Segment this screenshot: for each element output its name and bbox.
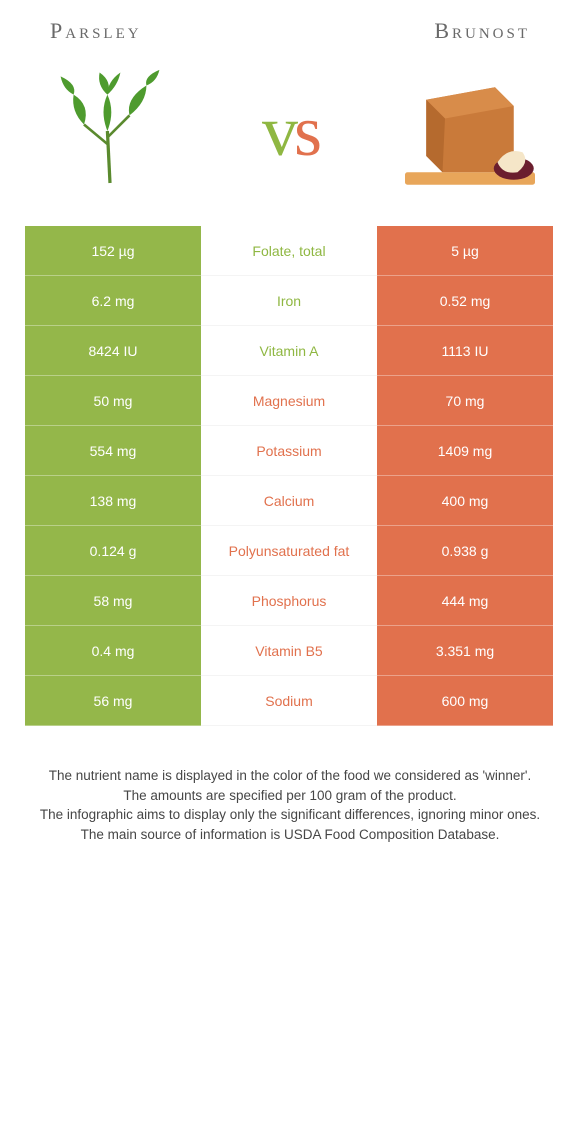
table-row: 56 mgSodium600 mg <box>25 676 555 726</box>
nutrient-label: Polyunsaturated fat <box>201 526 377 576</box>
nutrient-label: Sodium <box>201 676 377 726</box>
nutrient-label: Phosphorus <box>201 576 377 626</box>
images-row: vs <box>0 44 580 226</box>
right-value: 70 mg <box>377 376 553 426</box>
footer-notes: The nutrient name is displayed in the co… <box>25 766 555 844</box>
parsley-image <box>35 56 185 206</box>
right-value: 1113 IU <box>377 326 553 376</box>
left-value: 152 µg <box>25 226 201 276</box>
footer-line: The nutrient name is displayed in the co… <box>25 766 555 786</box>
nutrient-label: Vitamin B5 <box>201 626 377 676</box>
left-value: 56 mg <box>25 676 201 726</box>
table-row: 8424 IUVitamin A1113 IU <box>25 326 555 376</box>
left-value: 138 mg <box>25 476 201 526</box>
right-value: 0.52 mg <box>377 276 553 326</box>
vs-v: v <box>262 91 294 171</box>
left-value: 554 mg <box>25 426 201 476</box>
table-row: 152 µgFolate, total5 µg <box>25 226 555 276</box>
footer-line: The main source of information is USDA F… <box>25 825 555 845</box>
right-value: 1409 mg <box>377 426 553 476</box>
vs-s: s <box>294 91 318 171</box>
left-value: 6.2 mg <box>25 276 201 326</box>
nutrient-label: Potassium <box>201 426 377 476</box>
table-row: 554 mgPotassium1409 mg <box>25 426 555 476</box>
table-row: 6.2 mgIron0.52 mg <box>25 276 555 326</box>
right-value: 3.351 mg <box>377 626 553 676</box>
nutrient-label: Calcium <box>201 476 377 526</box>
footer-line: The infographic aims to display only the… <box>25 805 555 825</box>
right-value: 600 mg <box>377 676 553 726</box>
left-value: 50 mg <box>25 376 201 426</box>
brunost-icon <box>395 56 545 206</box>
table-row: 50 mgMagnesium70 mg <box>25 376 555 426</box>
left-value: 8424 IU <box>25 326 201 376</box>
brunost-image <box>395 56 545 206</box>
left-value: 0.124 g <box>25 526 201 576</box>
vs-label: vs <box>262 90 318 173</box>
right-food-title: Brunost <box>434 18 530 44</box>
nutrient-label: Folate, total <box>201 226 377 276</box>
table-row: 138 mgCalcium400 mg <box>25 476 555 526</box>
table-row: 58 mgPhosphorus444 mg <box>25 576 555 626</box>
left-value: 58 mg <box>25 576 201 626</box>
right-value: 444 mg <box>377 576 553 626</box>
nutrient-label: Magnesium <box>201 376 377 426</box>
left-value: 0.4 mg <box>25 626 201 676</box>
table-row: 0.4 mgVitamin B53.351 mg <box>25 626 555 676</box>
table-row: 0.124 gPolyunsaturated fat0.938 g <box>25 526 555 576</box>
parsley-icon <box>45 66 175 196</box>
left-food-title: Parsley <box>50 18 142 44</box>
right-value: 400 mg <box>377 476 553 526</box>
nutrient-table: 152 µgFolate, total5 µg6.2 mgIron0.52 mg… <box>25 226 555 726</box>
nutrient-label: Vitamin A <box>201 326 377 376</box>
right-value: 5 µg <box>377 226 553 276</box>
right-value: 0.938 g <box>377 526 553 576</box>
nutrient-label: Iron <box>201 276 377 326</box>
header: Parsley Brunost <box>0 0 580 44</box>
footer-line: The amounts are specified per 100 gram o… <box>25 786 555 806</box>
